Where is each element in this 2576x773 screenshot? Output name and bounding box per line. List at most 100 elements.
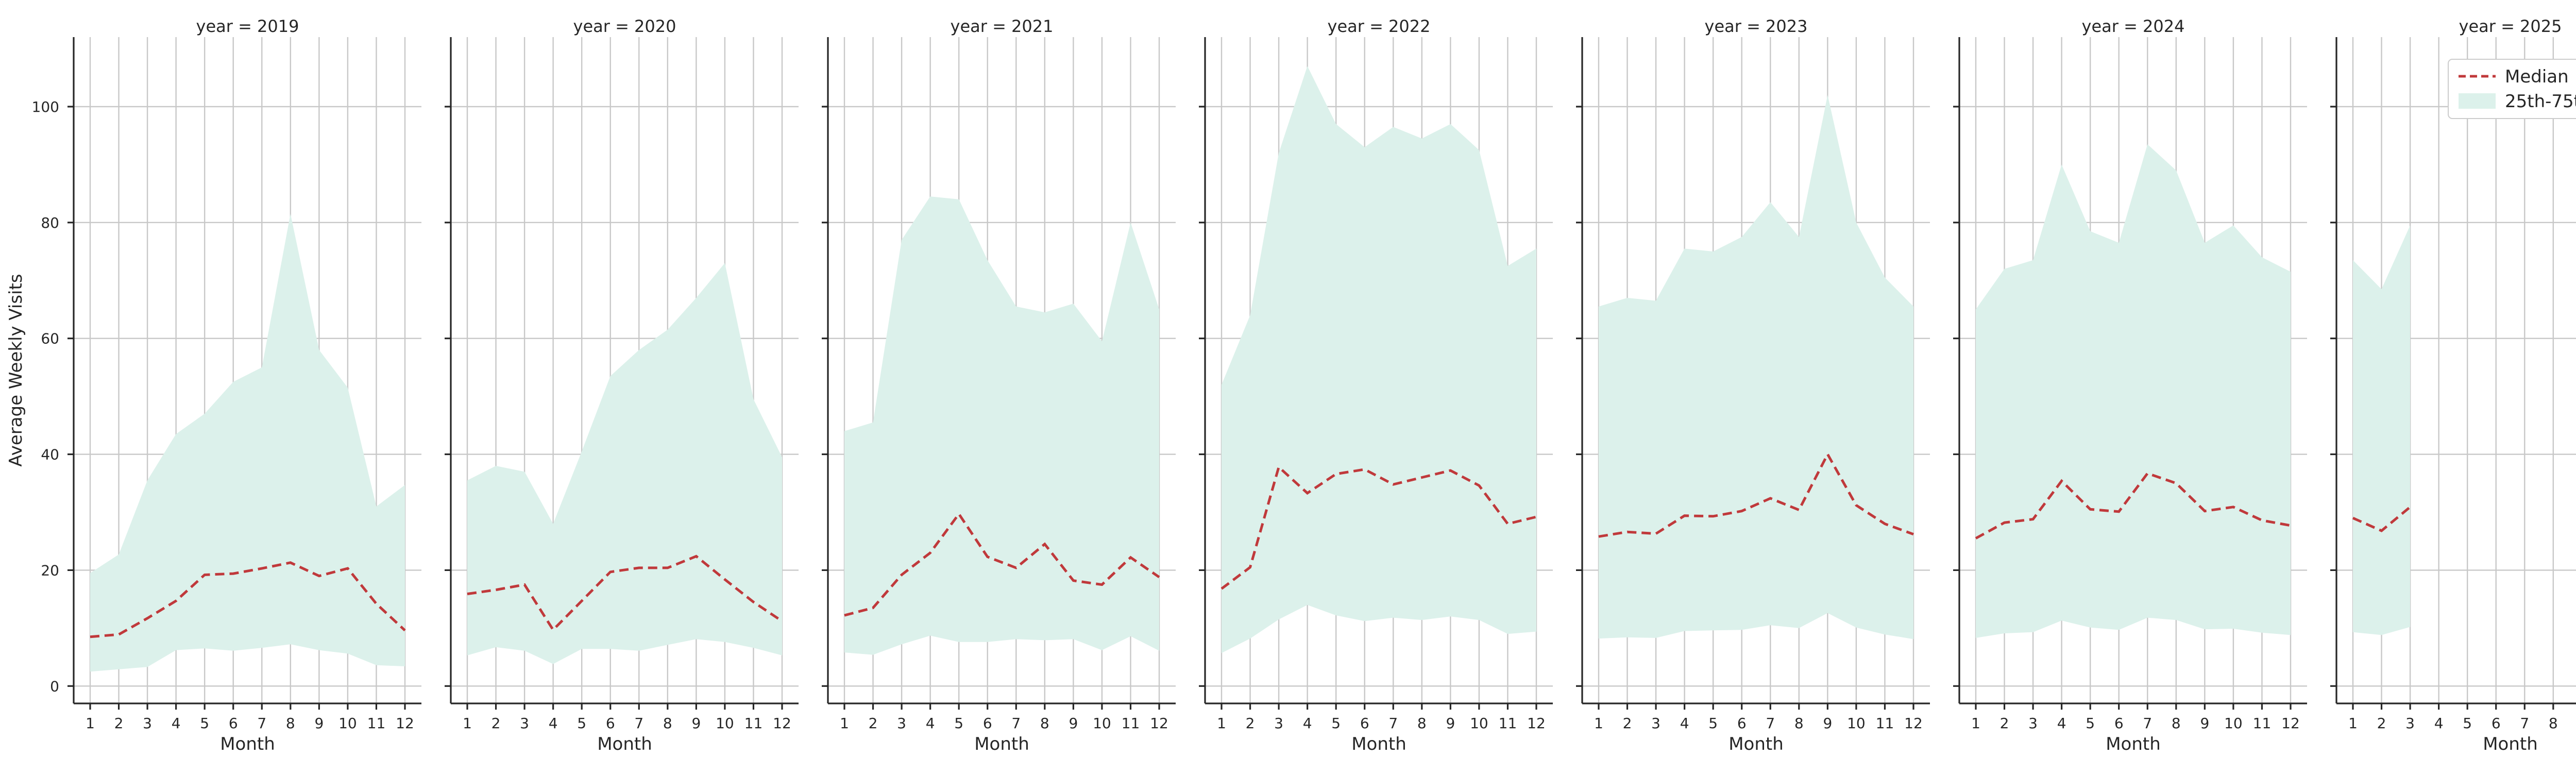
- x-tick-label: 2: [869, 715, 878, 732]
- x-tick-label: 11: [367, 715, 386, 732]
- x-tick-label: 1: [840, 715, 849, 732]
- x-tick-label: 3: [897, 715, 906, 732]
- x-tick-label: 8: [663, 715, 672, 732]
- x-tick-label: 10: [1093, 715, 1111, 732]
- x-tick-label: 9: [2200, 715, 2209, 732]
- y-axis-label: Average Weekly Visits: [6, 274, 26, 466]
- percentile-band-2021: [844, 196, 1159, 655]
- x-tick-label: 6: [1737, 715, 1747, 732]
- y-tick-label: 40: [41, 446, 59, 463]
- percentile-band-2020: [467, 263, 782, 664]
- x-tick-label: 9: [1069, 715, 1078, 732]
- panel-title: year = 2024: [2082, 16, 2185, 36]
- x-tick-label: 4: [926, 715, 935, 732]
- median-line-2023: [1598, 451, 1914, 538]
- x-tick-label: 11: [1876, 715, 1894, 732]
- x-tick-label: 8: [286, 715, 295, 732]
- x-tick-label: 10: [1470, 715, 1488, 732]
- x-tick-label: 5: [1331, 715, 1341, 732]
- x-tick-label: 3: [520, 715, 529, 732]
- x-tick-label: 1: [463, 715, 472, 732]
- x-tick-label: 2: [114, 715, 124, 732]
- x-tick-label: 8: [1794, 715, 1804, 732]
- x-tick-label: 2: [1246, 715, 1255, 732]
- x-axis-label: Month: [2483, 734, 2538, 754]
- x-tick-label: 6: [229, 715, 238, 732]
- x-axis-label: Month: [1351, 734, 1406, 754]
- x-tick-label: 2: [492, 715, 501, 732]
- percentile-band-2024: [1976, 144, 2291, 638]
- panel-title: year = 2021: [951, 16, 1054, 36]
- x-tick-label: 10: [338, 715, 357, 732]
- x-tick-label: 1: [1971, 715, 1980, 732]
- x-tick-label: 4: [2057, 715, 2066, 732]
- x-tick-label: 9: [1823, 715, 1832, 732]
- x-axis-label: Month: [597, 734, 652, 754]
- x-tick-label: 4: [172, 715, 181, 732]
- x-axis-label: Month: [1728, 734, 1784, 754]
- median-line-2025: [2352, 506, 2411, 532]
- x-tick-label: 9: [314, 715, 324, 732]
- x-tick-label: 7: [2520, 715, 2529, 732]
- median-line-2024: [1975, 472, 2291, 540]
- x-tick-label: 3: [2405, 715, 2415, 732]
- x-tick-label: 5: [2086, 715, 2095, 732]
- y-tick-label: 20: [41, 562, 59, 579]
- x-tick-label: 6: [606, 715, 615, 732]
- x-tick-label: 12: [2281, 715, 2300, 732]
- x-tick-label: 8: [1040, 715, 1049, 732]
- x-tick-label: 1: [1217, 715, 1226, 732]
- panel-title: year = 2022: [1328, 16, 1431, 36]
- median-line-2022: [1221, 464, 1537, 590]
- y-tick-label: 80: [41, 214, 59, 231]
- x-tick-label: 5: [577, 715, 586, 732]
- x-tick-label: 11: [1499, 715, 1517, 732]
- x-tick-label: 12: [1904, 715, 1923, 732]
- x-tick-label: 3: [2028, 715, 2038, 732]
- x-tick-label: 3: [143, 715, 152, 732]
- y-tick-label: 0: [50, 678, 59, 695]
- panel-title: year = 2019: [196, 16, 299, 36]
- x-tick-label: 4: [549, 715, 558, 732]
- x-tick-label: 2: [2377, 715, 2386, 732]
- x-tick-label: 5: [2463, 715, 2472, 732]
- x-tick-label: 6: [1360, 715, 1369, 732]
- panel-title: year = 2025: [2459, 16, 2562, 36]
- x-axis-label: Month: [220, 734, 275, 754]
- x-tick-label: 8: [1417, 715, 1427, 732]
- percentile-band-2023: [1599, 95, 1913, 640]
- legend-band-swatch: [2459, 93, 2496, 109]
- y-tick-label: 100: [32, 98, 59, 115]
- x-tick-label: 10: [1847, 715, 1866, 732]
- x-tick-label: 1: [86, 715, 95, 732]
- x-tick-label: 2: [1623, 715, 1632, 732]
- x-tick-label: 9: [691, 715, 701, 732]
- x-tick-label: 3: [1274, 715, 1283, 732]
- x-tick-label: 10: [716, 715, 734, 732]
- x-tick-label: 5: [954, 715, 963, 732]
- x-tick-label: 7: [1388, 715, 1398, 732]
- x-axis-label: Month: [974, 734, 1029, 754]
- x-tick-label: 2: [2000, 715, 2009, 732]
- percentile-band-2022: [1222, 66, 1536, 653]
- x-tick-label: 12: [1150, 715, 1168, 732]
- panel-title: year = 2020: [573, 16, 676, 36]
- x-tick-label: 1: [1594, 715, 1603, 732]
- x-tick-label: 9: [1446, 715, 1455, 732]
- x-tick-label: 6: [2492, 715, 2501, 732]
- x-tick-label: 12: [1527, 715, 1546, 732]
- x-tick-label: 5: [200, 715, 209, 732]
- percentile-band-2025: [2353, 225, 2411, 635]
- x-tick-label: 7: [634, 715, 643, 732]
- x-tick-label: 11: [1122, 715, 1140, 732]
- x-tick-label: 4: [1303, 715, 1312, 732]
- x-tick-label: 4: [1680, 715, 1689, 732]
